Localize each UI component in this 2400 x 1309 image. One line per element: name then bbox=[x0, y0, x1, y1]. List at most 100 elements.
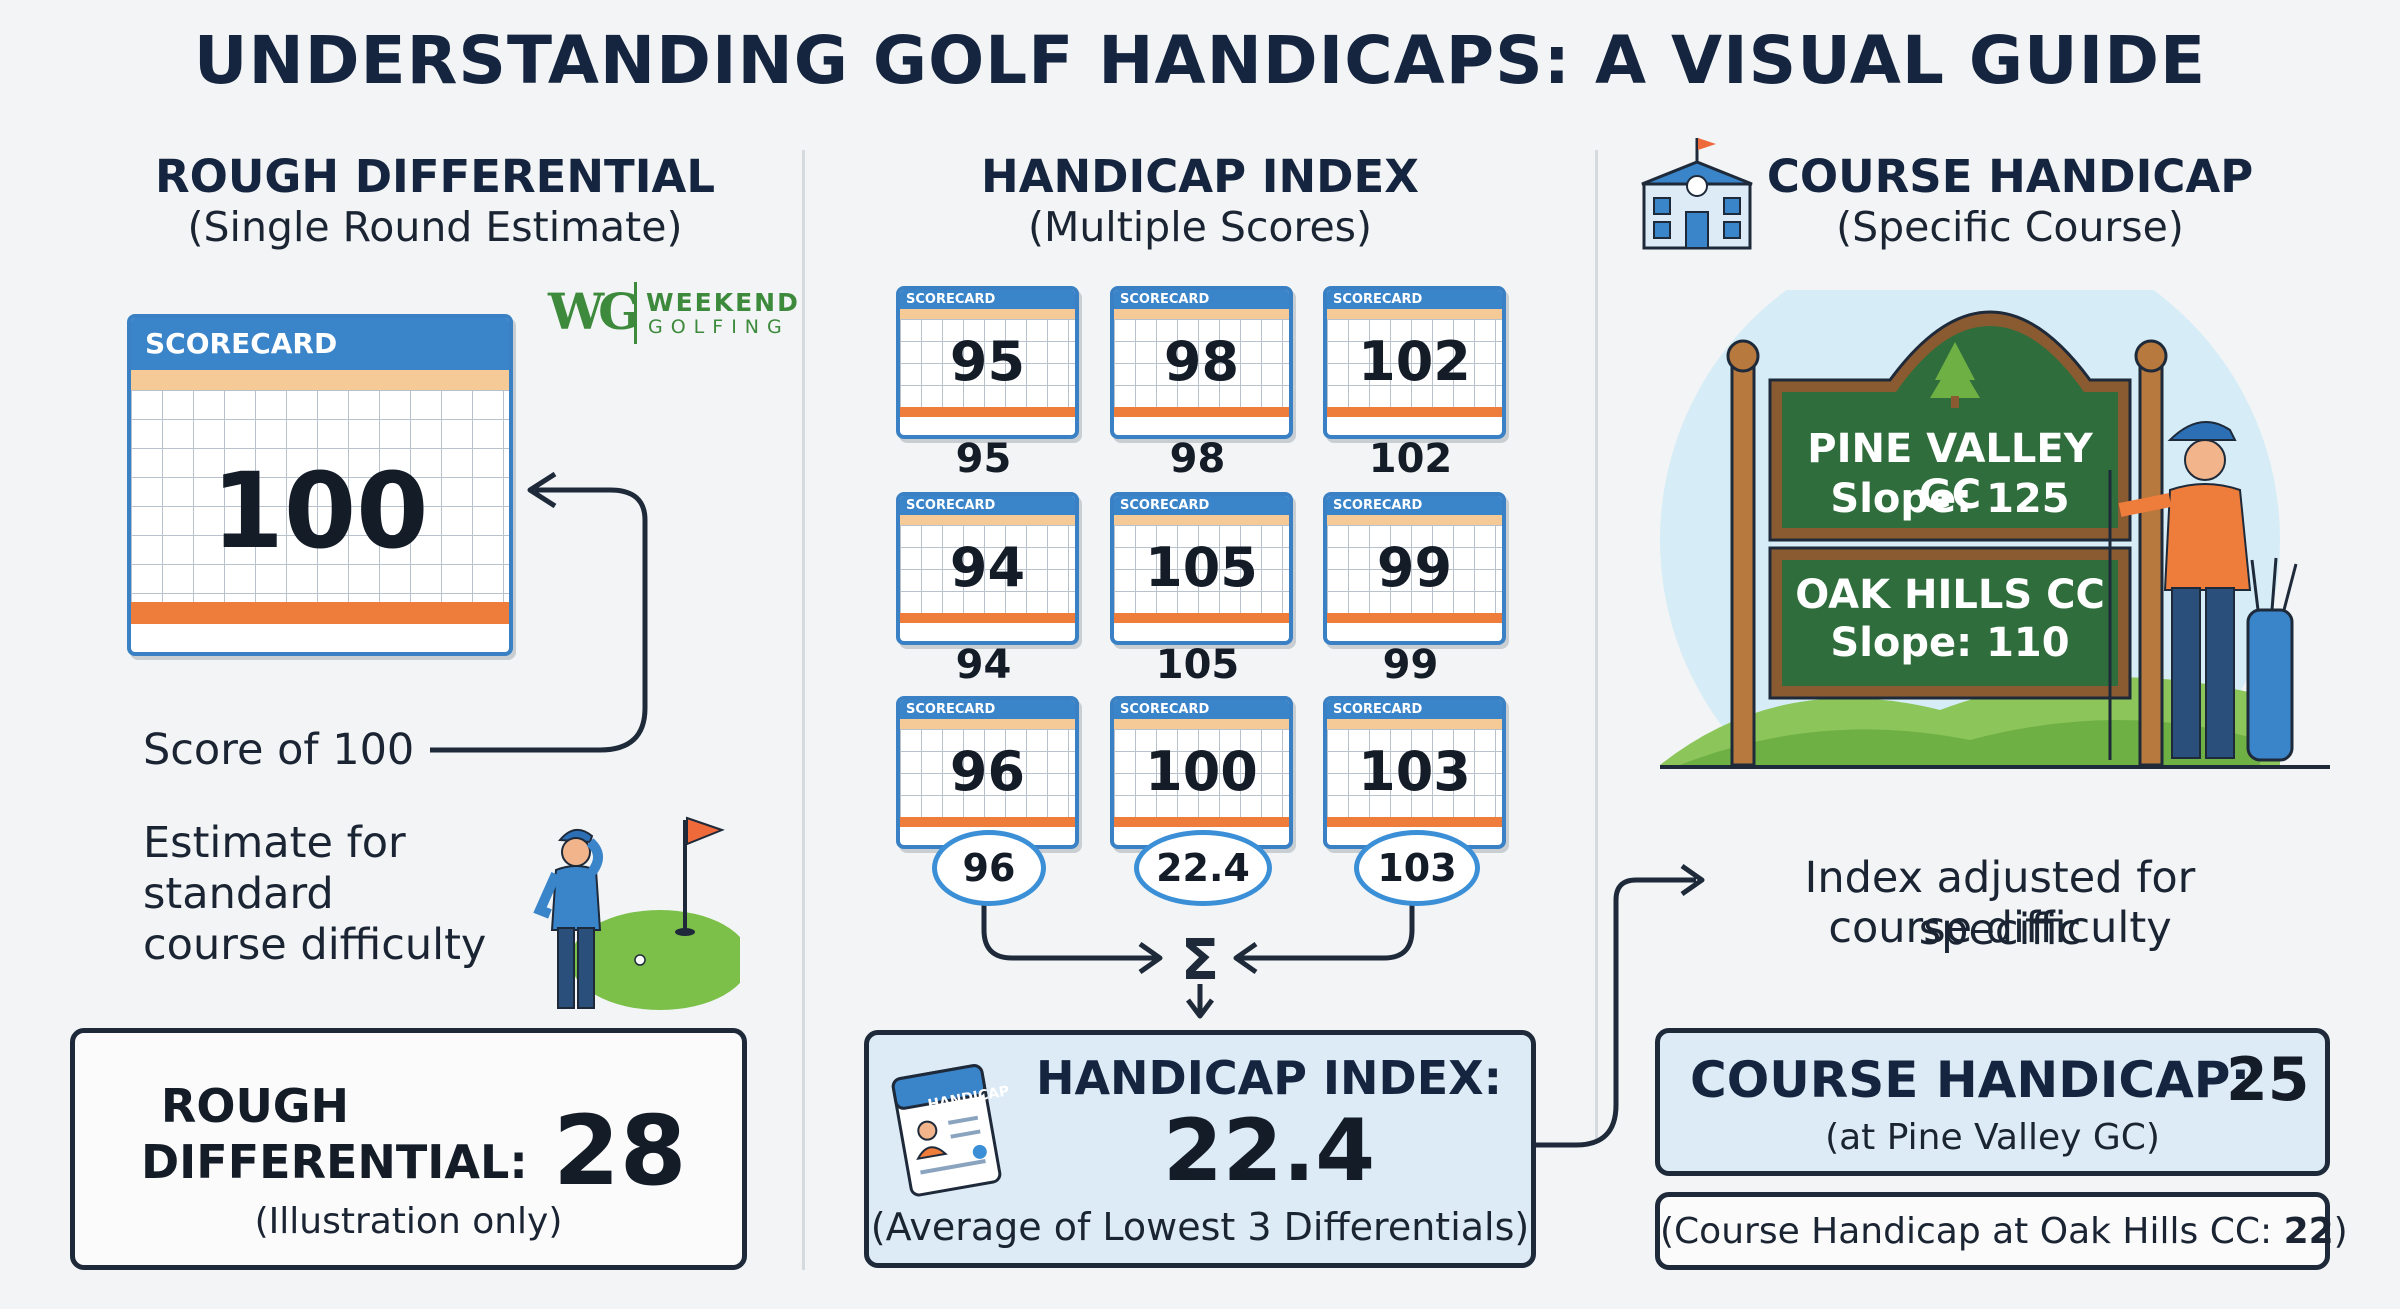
lowest-oval-3: 103 bbox=[1354, 830, 1480, 906]
scorecard-header: SCORECARD bbox=[1327, 290, 1502, 309]
scorecard-score: 100 bbox=[211, 450, 429, 572]
course-heading: COURSE HANDICAP bbox=[1766, 150, 2254, 203]
scorecard-grid bbox=[1114, 319, 1289, 407]
scorecard-7: SCORECARD 96 bbox=[896, 696, 1079, 849]
scorecard-3: SCORECARD 102 bbox=[1323, 286, 1506, 439]
scorecard-score: 96 bbox=[949, 740, 1026, 803]
index-result-title: HANDICAP INDEX: bbox=[1035, 1051, 1503, 1105]
scorecard-header: SCORECARD bbox=[1114, 290, 1289, 309]
scorecard-bottom bbox=[1114, 613, 1289, 623]
scorecard-grid bbox=[131, 390, 509, 602]
scorecard-header: SCORECARD bbox=[900, 700, 1075, 719]
scorecard-label-3: 102 bbox=[1368, 436, 1453, 482]
rough-result-value: 28 bbox=[553, 1095, 687, 1207]
logo-mark: WG bbox=[548, 282, 641, 341]
scorecard-grid bbox=[1114, 729, 1289, 817]
sign-oak-hills-slope: Slope: 110 bbox=[1830, 620, 2070, 666]
alt-course-value: 22 bbox=[2283, 1211, 2334, 1252]
scorecard-grid bbox=[1327, 319, 1502, 407]
scorecard-bottom bbox=[900, 817, 1075, 827]
scorecard-bottom bbox=[1114, 407, 1289, 417]
score-loop-arrow bbox=[430, 471, 648, 753]
scorecard-9: SCORECARD 103 bbox=[1323, 696, 1506, 849]
scorecard-8: SCORECARD 100 bbox=[1110, 696, 1293, 849]
scorecard-header: SCORECARD bbox=[1327, 496, 1502, 515]
scorecard-4: SCORECARD 94 bbox=[896, 492, 1079, 645]
scorecard-5: SCORECARD 105 bbox=[1110, 492, 1293, 645]
scorecard-band bbox=[1114, 515, 1289, 525]
logo-line1: WEEKEND bbox=[646, 288, 800, 317]
course-result-title: COURSE HANDICAP: bbox=[1690, 1051, 2251, 1109]
scorecard-bottom bbox=[1327, 613, 1502, 623]
scorecard-band bbox=[1327, 719, 1502, 729]
scorecard-grid bbox=[1114, 525, 1289, 613]
column-divider-left bbox=[802, 150, 805, 1270]
sigma-symbol: Σ bbox=[1180, 928, 1220, 993]
logo-divider bbox=[634, 282, 637, 344]
estimate-line-3: course difficulty bbox=[143, 920, 487, 970]
scorecard-header: SCORECARD bbox=[1114, 496, 1289, 515]
scorecard-band bbox=[900, 719, 1075, 729]
scorecard-band bbox=[131, 370, 509, 390]
logo-line2: GOLFING bbox=[648, 316, 790, 338]
alt-course-line: (Course Handicap at Oak Hills CC: 22) bbox=[1660, 1211, 2348, 1252]
estimate-line-1: Estimate for bbox=[143, 818, 406, 868]
scorecard-band bbox=[900, 309, 1075, 319]
sign-pine-valley-slope: Slope: 125 bbox=[1830, 476, 2070, 522]
index-heading: HANDICAP INDEX bbox=[981, 150, 1419, 203]
scorecard-band bbox=[1327, 309, 1502, 319]
course-subheading: (Specific Course) bbox=[1836, 203, 2184, 251]
index-result-value: 22.4 bbox=[1162, 1101, 1376, 1201]
handicap-card-icon bbox=[891, 1064, 1002, 1197]
scorecard-band bbox=[1327, 515, 1502, 525]
scorecard-1: SCORECARD 95 bbox=[896, 286, 1079, 439]
column-divider-right bbox=[1595, 150, 1598, 1140]
adjust-text-line2: course difficulty bbox=[1828, 903, 2172, 953]
scorecard-score: 105 bbox=[1145, 536, 1258, 599]
scorecard-bottom bbox=[900, 407, 1075, 417]
sign-oak-hills-name: OAK HILLS CC bbox=[1795, 572, 2105, 618]
page-title: UNDERSTANDING GOLF HANDICAPS: A VISUAL G… bbox=[193, 22, 2207, 99]
scorecard-band bbox=[900, 515, 1075, 525]
score-caption: Score of 100 bbox=[143, 725, 415, 775]
rough-subheading: (Single Round Estimate) bbox=[187, 203, 683, 251]
adjust-text-line1: Index adjusted for specific bbox=[1804, 853, 2196, 955]
scorecard-score: 94 bbox=[949, 536, 1026, 599]
index-result-note: (Average of Lowest 3 Differentials) bbox=[870, 1205, 1530, 1249]
rough-result-note: (Illustration only) bbox=[254, 1201, 563, 1242]
rough-result-line1: ROUGH bbox=[160, 1079, 350, 1133]
course-sign-illustration bbox=[1660, 290, 2330, 769]
scorecard-6: SCORECARD 99 bbox=[1323, 492, 1506, 645]
scorecard-score: 100 bbox=[1145, 740, 1258, 803]
scorecard-score: 103 bbox=[1358, 740, 1471, 803]
lowest-oval-1: 96 bbox=[932, 830, 1046, 906]
scorecard-label-6: 99 bbox=[1382, 642, 1439, 688]
scorecard-score: 98 bbox=[1163, 330, 1240, 393]
scorecard-grid bbox=[900, 525, 1075, 613]
rough-result-line2: DIFFERENTIAL: bbox=[141, 1135, 528, 1189]
scorecard-grid bbox=[1327, 525, 1502, 613]
estimate-line-2: standard bbox=[143, 869, 334, 919]
scorecard-score: 102 bbox=[1358, 330, 1471, 393]
sign-pine-valley-name: PINE VALLEY GC bbox=[1807, 426, 2093, 518]
scorecard-grid bbox=[900, 319, 1075, 407]
scorecard-label-2: 98 bbox=[1169, 436, 1226, 482]
scorecard-grid bbox=[1327, 729, 1502, 817]
scorecard-label-1: 95 bbox=[955, 436, 1012, 482]
course-result-value: 25 bbox=[2226, 1045, 2310, 1115]
scorecard-bottom bbox=[1327, 817, 1502, 827]
scorecard-score: 99 bbox=[1376, 536, 1453, 599]
weekend-golfing-logo: WG WEEKEND GOLFING bbox=[548, 282, 798, 346]
golfer-green-illustration bbox=[533, 816, 740, 1010]
scorecard-header: SCORECARD bbox=[1114, 700, 1289, 719]
scorecard-header: SCORECARD bbox=[131, 318, 509, 370]
scorecard-label-4: 94 bbox=[955, 642, 1012, 688]
alt-course-close: ) bbox=[2333, 1211, 2348, 1252]
scorecard-header: SCORECARD bbox=[900, 290, 1075, 309]
sum-arrows bbox=[981, 900, 1415, 1019]
scorecard-band bbox=[1114, 719, 1289, 729]
scorecard-label-5: 105 bbox=[1155, 642, 1240, 688]
alt-course-text: (Course Handicap at Oak Hills CC: bbox=[1660, 1211, 2273, 1252]
index-to-course-arrow bbox=[1536, 863, 1705, 1148]
index-subheading: (Multiple Scores) bbox=[1027, 203, 1373, 251]
